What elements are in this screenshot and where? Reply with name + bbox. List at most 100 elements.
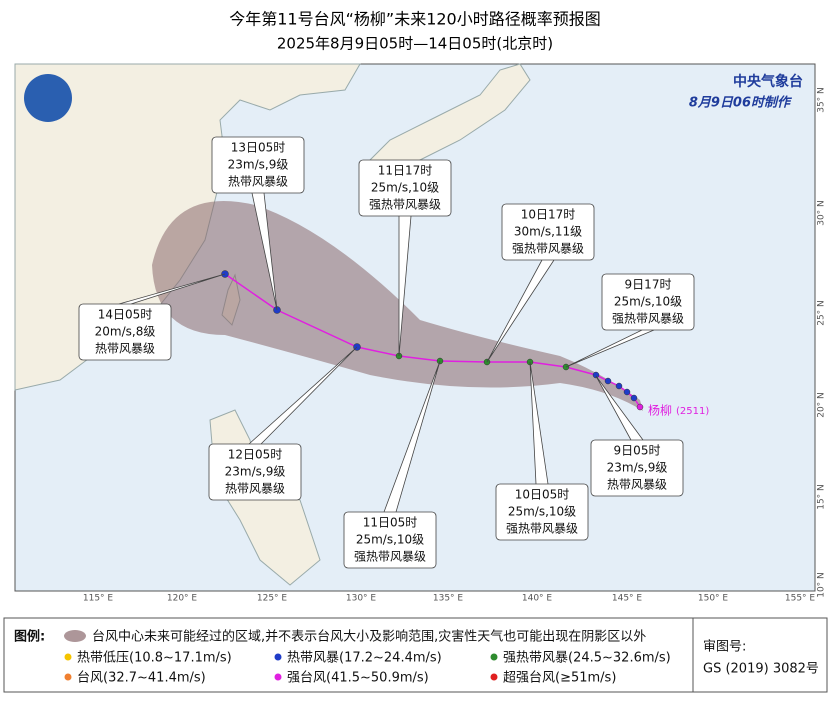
legend-dot [490,653,498,661]
pointer [486,259,555,363]
forecast-time: 12日05时 [228,448,283,462]
logo [24,74,72,122]
map: 中央气象台 8月9日06时制作 杨柳 (2511) 13日05时 23m/s,9级… [14,63,827,604]
legend-dot [274,673,282,681]
forecast-level: 强热带风暴级 [612,312,684,326]
lat-label: 25° N [817,300,827,326]
forecast-wind: 25m/s,10级 [508,505,576,519]
made-time: 8月9日06时制作 [689,95,793,111]
legend-dot [274,653,282,661]
lat-label: 10° N [817,572,827,598]
probability-cone [152,201,643,411]
legend-title: 图例: [14,629,45,645]
typhoon-code: (2511) [676,406,709,417]
pointer [383,360,441,513]
callout-box [590,439,684,497]
forecast-labels: 13日05时23m/s,9级热带风暴级11日17时25m/s,10级强热带风暴级… [78,136,695,569]
callout-box [78,303,172,361]
point [615,382,623,390]
lat-label: 20° N [817,392,827,418]
forecast-level: 热带风暴级 [225,482,285,496]
forecast-wind: 23m/s,9级 [225,465,286,479]
axis-labels: 115° E 120° E 125° E 130° E 135° E 140° E 145°… [83,87,827,603]
legend-dot [64,673,72,681]
point [604,377,612,385]
lon-label: 150° E [698,594,729,604]
forecast-level: 热带风暴级 [228,175,288,189]
forecast-time: 11日17时 [378,164,433,178]
forecast-level: 热带风暴级 [95,342,155,356]
point [630,394,638,402]
lon-label: 135° E [433,594,464,604]
legend-item: 台风(32.7~41.4m/s) [77,671,206,686]
legend: 图例: 台风中心未来可能经过的区域,并不表示台风大小及影响范围,灾害性天气也可能… [3,617,828,693]
forecast-time: 10日05时 [515,488,570,502]
forecast-time: 11日05时 [363,516,418,530]
pointer [248,346,358,445]
lat-label: 30° N [817,200,827,226]
approval-label: 审图号: [703,640,746,655]
callout-box [211,136,305,194]
callout-box [208,443,302,501]
legend-dot [64,653,72,661]
point [636,403,644,411]
forecast-level: 强热带风暴级 [369,198,441,212]
legend-cone: 台风中心未来可能经过的区域,并不表示台风大小及影响范围,灾害性天气也可能出现在阴… [92,629,646,645]
title: 今年第11号台风“杨柳”未来120小时路径概率预报图 [229,10,600,29]
lon-label: 115° E [83,594,114,604]
forecast-wind: 25m/s,10级 [356,533,424,547]
legend-box [3,617,828,693]
forecast-time: 9日17时 [625,278,672,292]
legend-item: 强台风(41.5~50.9m/s) [287,671,429,686]
subtitle: 2025年8月9日05时—14日05时(北京时) [277,35,553,53]
forecast-time: 14日05时 [98,308,153,322]
callout-box [601,273,695,331]
point [623,388,631,396]
legend-item: 超强台风(≥51m/s) [503,671,616,686]
legend-items: 热带低压(10.8~17.1m/s) 热带风暴(17.2~24.4m/s) 强热带风… [64,651,671,686]
forecast-wind: 23m/s,9级 [228,158,289,172]
forecast-wind: 23m/s,9级 [607,461,668,475]
legend-item: 热带风暴(17.2~24.4m/s) [287,651,442,666]
forecast-wind: 25m/s,10级 [371,181,439,195]
pointer [529,361,549,485]
pointer [595,375,644,441]
legend-dot [490,673,498,681]
point [592,371,600,379]
forecast-wind: 20m/s,8级 [95,325,156,339]
pointer [398,215,412,357]
lon-label: 130° E [346,594,377,604]
legend-item: 强热带风暴(24.5~32.6m/s) [503,651,671,666]
lon-label: 140° E [522,594,553,604]
forecast-time: 9日05时 [614,444,661,458]
callout-box [343,511,437,569]
forecast-level: 强热带风暴级 [506,522,578,536]
cone-swatch [64,630,86,642]
forecast-level: 强热带风暴级 [512,242,584,256]
lon-label: 155° E [785,594,816,604]
forecast-level: 热带风暴级 [607,478,667,492]
lon-label: 125° E [257,594,288,604]
pointer [118,273,226,305]
lat-label: 15° N [817,484,827,510]
agency: 中央气象台 [733,73,803,90]
pointer [565,329,655,368]
lon-label: 145° E [612,594,643,604]
callout-box [358,159,452,217]
approval-number: GS (2019) 3082号 [703,662,819,677]
callout-box [501,203,595,261]
forecast-time: 10日17时 [521,208,576,222]
pointer [251,192,278,311]
forecast-level: 强热带风暴级 [354,550,426,564]
callout-box [495,483,589,541]
forecast-time: 13日05时 [231,141,286,155]
